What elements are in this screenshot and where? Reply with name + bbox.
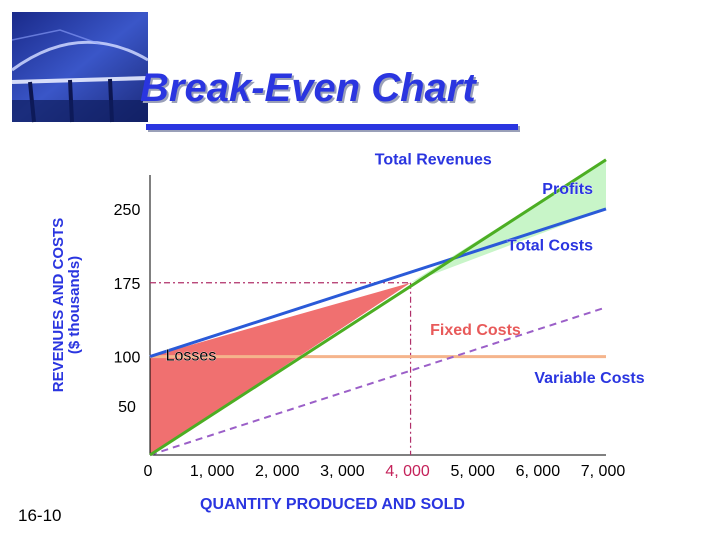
total-revenues-line	[149, 158, 607, 457]
x-tick-label: 7, 000	[581, 463, 626, 480]
y-tick-label: 175	[114, 276, 141, 293]
slide-title: Break-Even Chart	[140, 66, 476, 110]
bridge-photo	[11, 12, 149, 123]
x-tick-label: 5, 000	[450, 463, 495, 480]
x-tick-label: 3, 000	[320, 463, 365, 480]
y-axis-label-line2: ($ thousands)	[66, 255, 83, 355]
annotation-profits: Profits	[542, 181, 593, 198]
x-tick-label: 0	[144, 463, 153, 480]
x-axis-label: QUANTITY PRODUCED AND SOLD	[200, 496, 465, 513]
y-tick-label: 50	[118, 399, 136, 416]
y-tick-label: 250	[114, 202, 141, 219]
variable-costs-line	[149, 306, 607, 456]
slide-number: 16-10	[18, 506, 62, 525]
x-tick-label: 6, 000	[516, 463, 561, 480]
title-underline	[146, 124, 518, 130]
y-tick-label: 100	[114, 350, 141, 367]
x-tick-label: 1, 000	[190, 463, 235, 480]
x-tick-label: 2, 000	[255, 463, 300, 480]
annotation-total-revenues: Total Revenues	[375, 152, 492, 169]
annotation-total-costs: Total Costs	[507, 237, 593, 254]
y-axis-label: REVENUES AND COSTS ($ thousands)	[50, 217, 83, 393]
total-costs-line	[149, 207, 607, 359]
y-axis-label-line1: REVENUES AND COSTS	[50, 217, 67, 393]
chart-plot: 50 100 175 250 0 1, 000 2, 000 3, 000 4, 000 5, …	[114, 151, 645, 480]
annotation-variable-costs: Variable Costs	[534, 370, 644, 387]
annotation-losses: Losses	[166, 348, 217, 365]
x-tick-label: 4, 000	[385, 463, 430, 480]
annotation-fixed-costs: Fixed Costs	[430, 322, 521, 339]
